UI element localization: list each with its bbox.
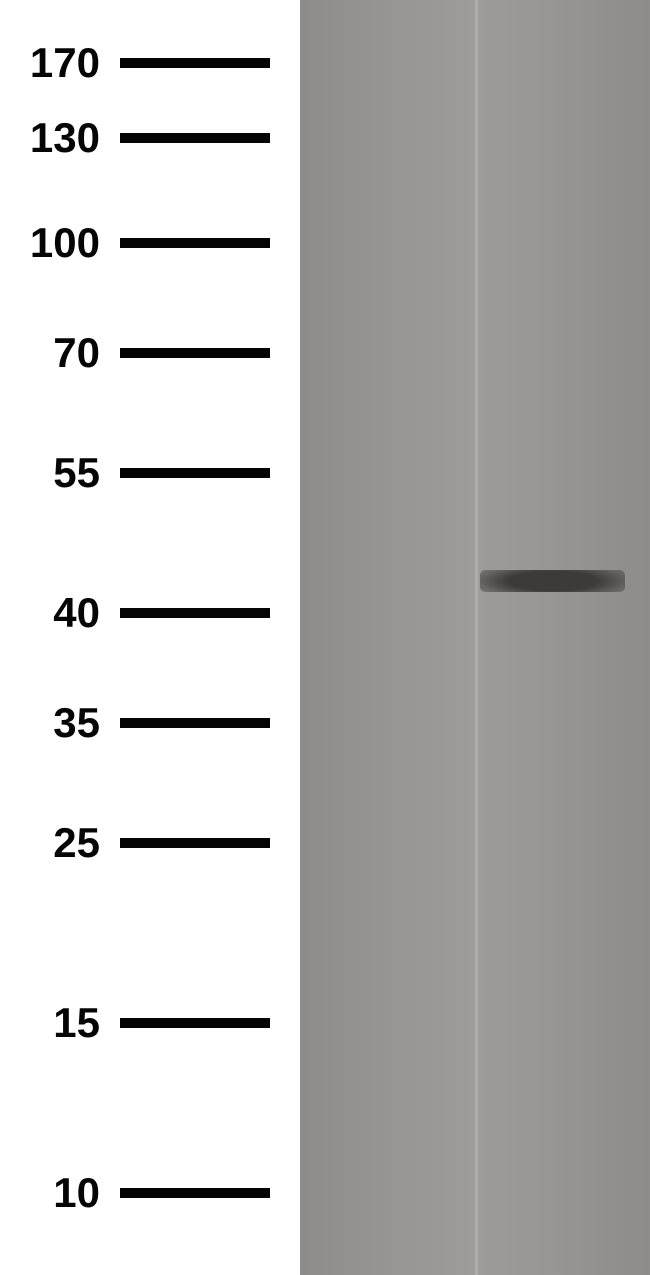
mw-marker: 55 [0, 449, 300, 497]
mw-marker: 25 [0, 819, 300, 867]
mw-marker-label: 10 [0, 1169, 120, 1217]
mw-marker-line [120, 1188, 270, 1198]
lane-divider [475, 0, 478, 1275]
mw-marker-line [120, 718, 270, 728]
mw-marker: 70 [0, 329, 300, 377]
mw-marker-line [120, 1018, 270, 1028]
mw-marker-label: 130 [0, 114, 120, 162]
mw-marker-label: 70 [0, 329, 120, 377]
mw-marker: 35 [0, 699, 300, 747]
mw-marker-label: 55 [0, 449, 120, 497]
mw-marker-label: 35 [0, 699, 120, 747]
mw-marker-line [120, 133, 270, 143]
mw-marker-line [120, 838, 270, 848]
mw-marker-label: 40 [0, 589, 120, 637]
western-blot-figure: 170 130 100 70 55 40 35 25 15 10 [0, 0, 650, 1275]
mw-marker-line [120, 348, 270, 358]
mw-marker: 130 [0, 114, 300, 162]
protein-band [480, 570, 625, 592]
mw-marker-line [120, 608, 270, 618]
mw-marker: 10 [0, 1169, 300, 1217]
mw-marker-label: 25 [0, 819, 120, 867]
blot-membrane [300, 0, 650, 1275]
mw-marker: 100 [0, 219, 300, 267]
mw-marker: 170 [0, 39, 300, 87]
mw-marker-label: 15 [0, 999, 120, 1047]
molecular-weight-ladder: 170 130 100 70 55 40 35 25 15 10 [0, 0, 300, 1275]
mw-marker-line [120, 238, 270, 248]
mw-marker: 15 [0, 999, 300, 1047]
mw-marker-line [120, 58, 270, 68]
mw-marker-label: 170 [0, 39, 120, 87]
mw-marker-line [120, 468, 270, 478]
mw-marker: 40 [0, 589, 300, 637]
mw-marker-label: 100 [0, 219, 120, 267]
